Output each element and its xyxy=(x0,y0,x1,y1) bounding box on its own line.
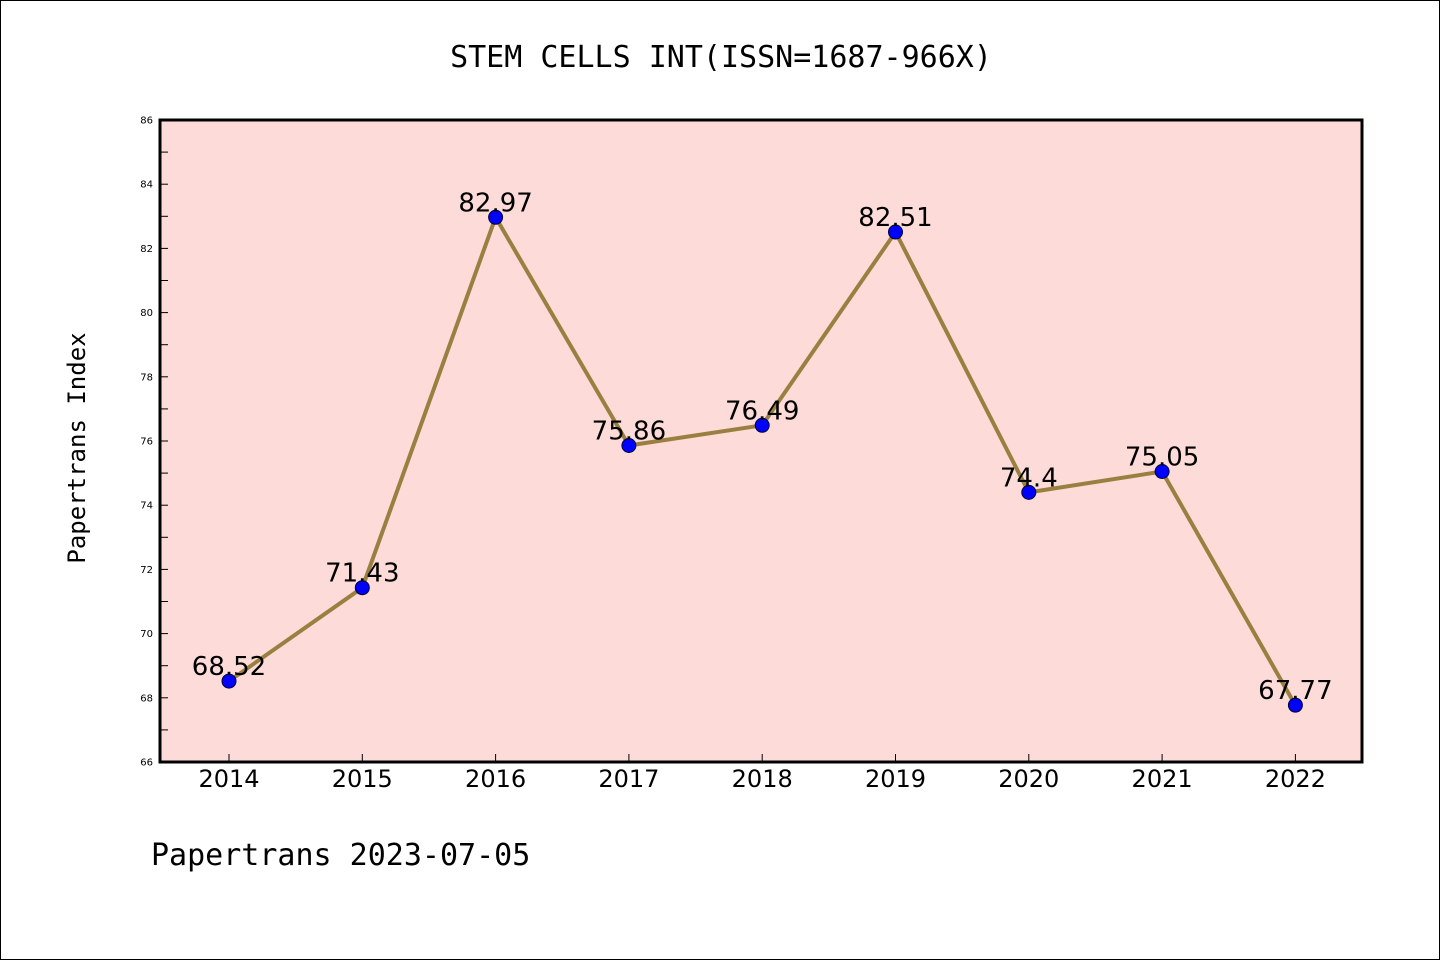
chart-title: STEM CELLS INT(ISSN=1687-966X) xyxy=(450,40,992,75)
data-point xyxy=(354,580,370,596)
data-label: 82.97 xyxy=(458,188,532,218)
x-tick-label: 2014 xyxy=(198,765,259,793)
data-point xyxy=(1287,697,1303,713)
data-point xyxy=(621,437,637,453)
y-tick-label: 86 xyxy=(140,116,153,127)
series-line xyxy=(221,209,1303,713)
data-label: 67.77 xyxy=(1258,676,1332,706)
y-tick-label: 76 xyxy=(140,437,153,448)
data-label: 71.43 xyxy=(325,559,399,589)
data-label: 75.05 xyxy=(1125,442,1199,472)
x-tick-label: 2019 xyxy=(865,765,926,793)
x-tick-label: 2020 xyxy=(998,765,1059,793)
data-label: 68.52 xyxy=(192,652,266,682)
data-point xyxy=(888,224,903,240)
plot-area xyxy=(158,118,1364,764)
x-axis: 2014 2015 2016 2017 2018 2019 2020 2021 2022 xyxy=(198,754,1326,793)
y-tick-label: 78 xyxy=(140,372,153,383)
y-tick-label: 70 xyxy=(140,629,153,640)
y-tick-label: 68 xyxy=(140,693,153,704)
x-tick-label: 2017 xyxy=(598,765,659,793)
y-axis: 66 68 70 72 74 76 78 80 82 84 86 xyxy=(140,116,168,769)
x-tick-label: 2015 xyxy=(332,765,393,793)
y-tick-label: 66 xyxy=(140,758,153,769)
data-label: 75.86 xyxy=(592,416,666,446)
data-point xyxy=(1154,463,1170,479)
data-point xyxy=(1021,484,1037,500)
data-point xyxy=(754,417,770,433)
footer-text: Papertrans 2023-07-05 xyxy=(151,838,530,873)
data-labels: 68.52 71.43 82.97 75.86 76.49 82.51 74.4 75.05 6… xyxy=(192,188,1333,706)
x-tick-label: 2022 xyxy=(1265,765,1326,793)
x-tick-label: 2018 xyxy=(732,765,793,793)
data-label: 76.49 xyxy=(725,396,799,426)
data-label: 82.51 xyxy=(858,203,932,233)
y-axis-label: Papertrans Index xyxy=(63,332,91,563)
data-point xyxy=(221,673,237,689)
x-tick-label: 2021 xyxy=(1132,765,1193,793)
y-tick-label: 74 xyxy=(140,501,153,512)
y-tick-label: 82 xyxy=(140,244,153,255)
data-label: 74.4 xyxy=(1000,463,1058,493)
x-tick-label: 2016 xyxy=(465,765,526,793)
y-tick-label: 84 xyxy=(140,180,153,191)
y-tick-label: 80 xyxy=(140,308,153,319)
y-tick-label: 72 xyxy=(140,565,153,576)
data-point xyxy=(488,209,504,225)
